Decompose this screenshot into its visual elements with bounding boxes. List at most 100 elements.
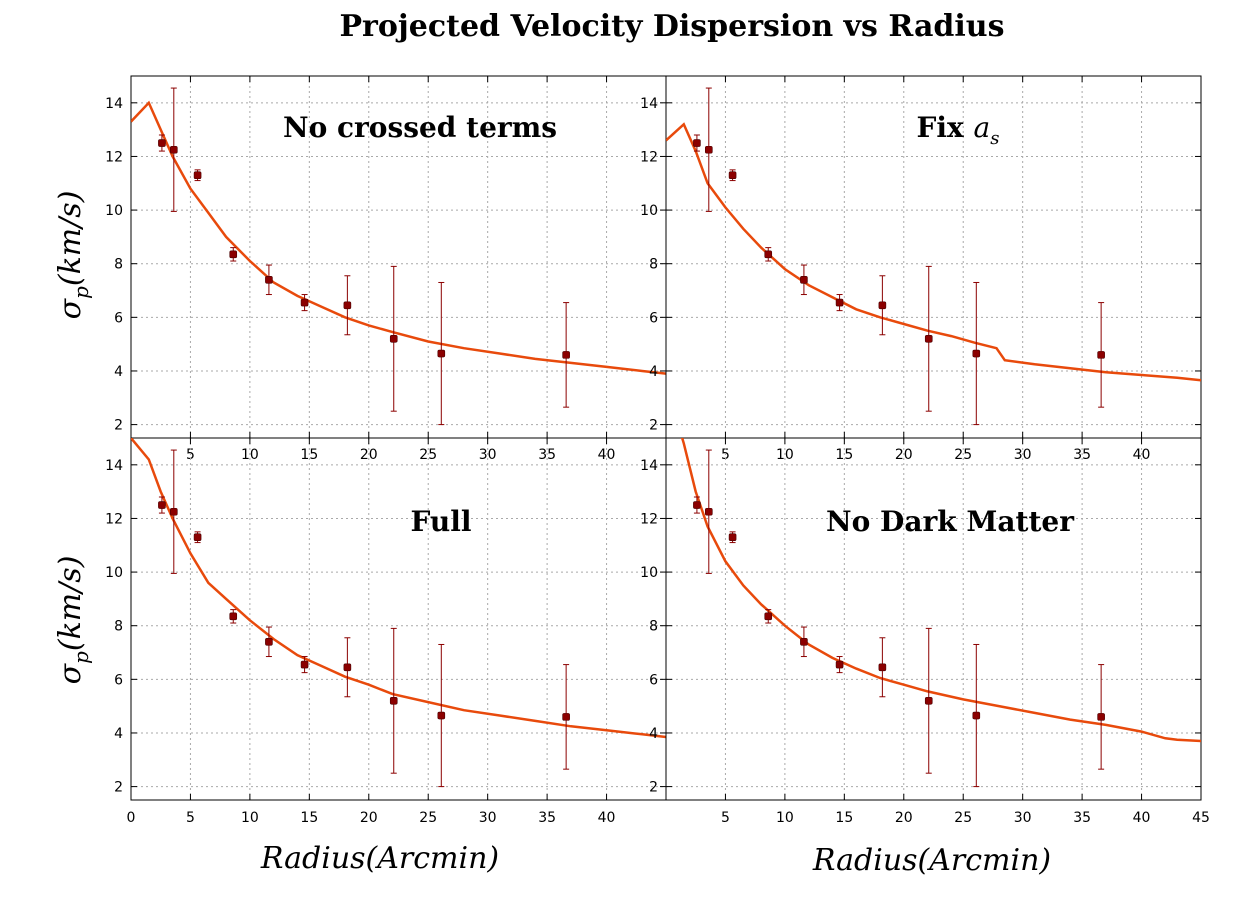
- data-point: [972, 643, 981, 788]
- ytick-label: 8: [114, 257, 123, 273]
- ytick-label: 10: [105, 565, 123, 581]
- data-marker: [704, 145, 713, 154]
- data-marker: [878, 663, 887, 672]
- data-point: [764, 609, 773, 624]
- xtick-label: 40: [598, 810, 616, 826]
- xtick-label: 0: [127, 810, 136, 826]
- ytick-label: 4: [114, 364, 123, 380]
- ytick-label: 6: [114, 672, 123, 688]
- xlabel-left: Radius(Arcmin): [260, 841, 499, 876]
- data-marker: [924, 696, 933, 705]
- data-marker: [693, 501, 701, 509]
- ylabel-top: σp(km/s): [53, 191, 93, 320]
- data-marker: [170, 145, 178, 154]
- ytick-label: 8: [114, 619, 123, 635]
- data-marker: [158, 139, 166, 147]
- data-point: [437, 281, 446, 426]
- data-marker: [343, 663, 352, 672]
- ytick-label: 8: [649, 257, 658, 273]
- ytick-label: 6: [649, 310, 658, 326]
- data-marker: [265, 637, 273, 646]
- data-marker: [835, 298, 844, 307]
- ytick-label: 2: [114, 418, 123, 434]
- ytick-label: 6: [649, 672, 658, 688]
- model-line: [131, 100, 666, 375]
- ytick-label: 8: [649, 619, 658, 635]
- data-point: [300, 294, 309, 312]
- data-point: [229, 609, 238, 624]
- data-marker: [728, 171, 737, 180]
- ytick-label: 12: [105, 149, 123, 165]
- data-marker: [562, 713, 570, 721]
- ytick-label: 4: [649, 364, 658, 380]
- data-point: [800, 626, 808, 658]
- xtick-label: 30: [479, 810, 497, 826]
- ytick-label: 12: [640, 511, 658, 527]
- plot-frame: [130, 437, 667, 801]
- data-point: [389, 265, 398, 412]
- ylabel-bottom-text: σp(km/s): [53, 556, 93, 685]
- data-marker: [229, 250, 238, 259]
- data-marker: [1097, 351, 1105, 359]
- data-marker: [878, 301, 887, 310]
- data-marker: [158, 501, 166, 509]
- ytick-label: 4: [114, 726, 123, 742]
- ytick-label: 10: [640, 203, 658, 219]
- data-marker: [728, 533, 737, 542]
- data-point: [704, 449, 713, 574]
- data-point: [1097, 664, 1105, 770]
- data-point: [924, 265, 933, 412]
- xtick-label: 20: [360, 810, 378, 826]
- data-marker: [193, 171, 202, 180]
- data-point: [562, 664, 570, 770]
- ytick-label: 10: [105, 203, 123, 219]
- xlabel-right: Radius(Arcmin): [812, 843, 1051, 878]
- panel-title: No crossed terms: [283, 111, 557, 144]
- data-point: [170, 449, 178, 574]
- xtick-label: 5: [721, 810, 730, 826]
- data-point: [1097, 302, 1105, 408]
- data-marker: [562, 351, 570, 359]
- panel-bottom-left: 2 4 6 8 10 12 14 0 5 10 15 20 25 30 35 40 Full: [105, 437, 667, 826]
- ylabel-top-text: σp(km/s): [53, 191, 93, 320]
- data-point: [265, 626, 273, 658]
- data-marker: [343, 301, 352, 310]
- data-point: [800, 264, 808, 296]
- data-point: [878, 275, 887, 336]
- xtick-label: 25: [954, 810, 972, 826]
- ytick-label: 14: [105, 96, 123, 112]
- data-point: [704, 87, 713, 212]
- data-point: [343, 637, 352, 698]
- data-marker: [1097, 713, 1105, 721]
- data-point: [835, 294, 844, 312]
- data-marker: [170, 507, 178, 516]
- data-marker: [693, 139, 701, 147]
- data-point: [193, 169, 202, 182]
- model-line: [131, 438, 666, 739]
- plot-frame: [665, 437, 1202, 801]
- panel-title: Fix as: [917, 111, 1000, 149]
- panel-bottom-right: 2 4 6 8 10 12 14 5 10 15 20 25 30 35 40 45 No Dark Matte…: [640, 437, 1210, 826]
- xtick-label: 40: [1133, 810, 1151, 826]
- model-line: [666, 122, 1201, 382]
- ytick-label: 12: [640, 149, 658, 165]
- data-point: [265, 264, 273, 296]
- data-point: [728, 169, 737, 182]
- ytick-label: 2: [649, 418, 658, 434]
- data-marker: [972, 349, 981, 358]
- ytick-label: 10: [640, 565, 658, 581]
- data-marker: [764, 250, 773, 259]
- xtick-label: 30: [1014, 810, 1032, 826]
- data-point: [437, 643, 446, 788]
- data-marker: [265, 275, 273, 284]
- ytick-label: 14: [640, 458, 658, 474]
- ytick-label: 2: [114, 780, 123, 796]
- data-point: [343, 275, 352, 336]
- data-point: [878, 637, 887, 698]
- data-marker: [389, 334, 398, 343]
- data-marker: [300, 298, 309, 307]
- data-point: [972, 281, 981, 426]
